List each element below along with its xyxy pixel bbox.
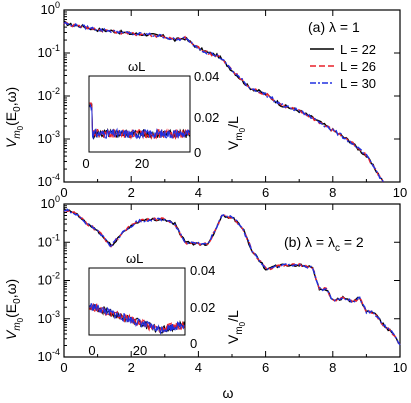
panel-b-xtick-label-2: 2 [128,360,135,375]
panel-a-ytick-label--2: 10-2 [38,86,60,103]
panel-a-ytick-label--3: 10-3 [38,129,60,146]
panel-a-ylabel: Vm0(E0,ω) [3,87,25,148]
panel-a-xtick-label-8: 8 [329,185,336,200]
panel-b-xtick-label-0: 0 [60,360,67,375]
inset-a-xtick-20: 20 [135,156,149,171]
legend-label-l30: L = 30 [340,76,376,91]
panel-b-ytick-label-0: 100 [41,194,60,211]
panel-a-ytick-label--4: 10-4 [38,172,60,189]
inset-b-ytick-0: 0 [190,336,197,351]
inset-a-xtick-0: 0 [82,156,89,171]
legend: L = 22 L = 26 L = 30 [310,42,376,91]
legend-label-l22: L = 22 [340,42,376,57]
inset-b-curve-2 [89,303,185,336]
panel-b-xtick-label-8: 8 [329,360,336,375]
inset-b-xtick-20: 20 [133,343,147,358]
panel-a-xtick-label-10: 10 [393,185,407,200]
panel-a-ytick-label--1: 10-1 [38,43,60,60]
inset-b-xtick-0: 0 [88,343,95,358]
panel-b-ytick-label--4: 10-4 [38,347,60,364]
inset-b-ytick-0.02: 0.02 [190,300,215,315]
panel-b-curve-l30 [63,208,401,346]
inset-a: ωL 0 20 0.04 0.02 0 Vm0/L [82,59,247,171]
panel-b-label: (b) λ = λc = 2 [284,234,364,254]
panel-a-ticks: 0 2 4 6 8 10 10-4 10-3 10-2 10-1 100 [38,0,408,200]
inset-a-ylabel: Vm0/L [225,116,247,150]
inset-b-ylabel: Vm0/L [225,310,247,344]
panel-b-curves [63,208,401,346]
panel-b-xtick-label-4: 4 [195,360,202,375]
panel-a-label: (a) λ = 1 [308,19,360,35]
panel-b-xtick-label-6: 6 [262,360,269,375]
panel-a-xtick-label-2: 2 [128,185,135,200]
panel-a: 0 2 4 6 8 10 10-4 10-3 10-2 10-1 100 (a) λ = 1 L =… [3,0,407,200]
legend-label-l26: L = 26 [340,59,376,74]
panel-a-xtick-label-4: 4 [195,185,202,200]
x-axis-label: ω [223,385,234,401]
inset-a-curve-2 [89,103,190,140]
panel-a-curve-l30 [63,21,384,183]
panel-a-xtick-label-6: 6 [262,185,269,200]
inset-a-frame [88,75,191,153]
panel-b-xtick-label-10: 10 [393,360,407,375]
panel-b-ytick-label--1: 10-1 [38,232,60,249]
panel-b-ylabel: Vm0(E0,ω) [3,279,25,340]
inset-a-xlabel: ωL [128,59,145,74]
panel-b: 0 2 4 6 8 10 10-4 10-3 10-2 10-1 100 (b) λ = λc = … [3,194,407,375]
inset-b-xlabel: ωL [126,251,143,266]
inset-a-curves [89,101,190,140]
panel-b-ticks: 0 2 4 6 8 10 10-4 10-3 10-2 10-1 100 [38,194,408,375]
inset-a-ytick-0.02: 0.02 [194,110,219,125]
inset-a-ytick-0.04: 0.04 [194,69,219,84]
panel-b-ytick-label--3: 10-3 [38,309,60,326]
inset-a-ytick-0: 0 [194,145,201,160]
panel-a-ytick-label-0: 100 [41,0,60,17]
inset-b: ωL 0 20 0.04 0.02 0 Vm0/L [88,251,247,358]
panel-b-ytick-label--2: 10-2 [38,271,60,288]
panel-a-curves [63,20,384,183]
inset-b-ytick-0.04: 0.04 [190,263,215,278]
inset-b-curves [89,303,185,336]
panel-a-xtick-label-0: 0 [60,185,67,200]
